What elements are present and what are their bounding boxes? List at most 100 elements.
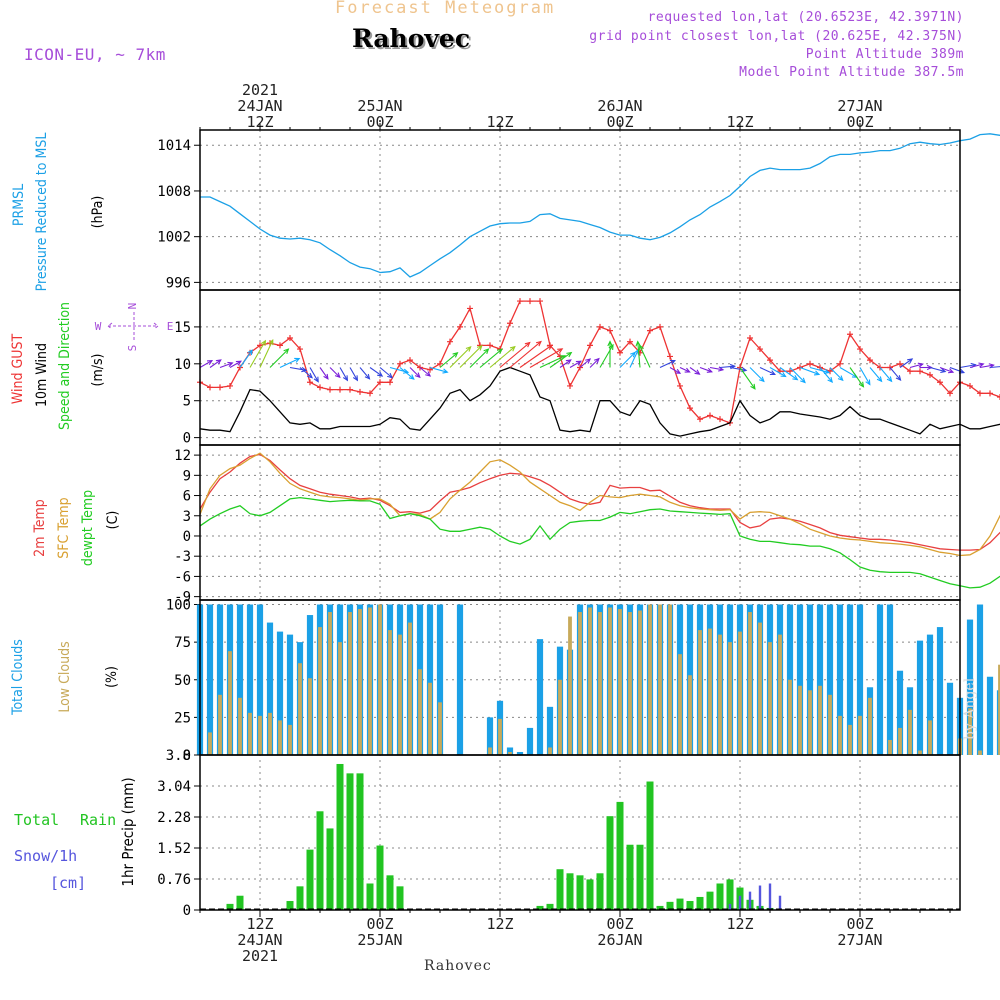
wind-arrow-head — [565, 359, 572, 365]
panel-frames — [199, 129, 961, 911]
low-clouds-label: Low Clouds — [57, 641, 73, 712]
bottom-time-label: 00Z — [606, 915, 633, 933]
gust-marker — [807, 360, 813, 367]
gust-marker — [917, 368, 923, 375]
low-cloud-bar — [308, 678, 312, 755]
bottom-time-label: 12Z — [246, 915, 273, 933]
wind-arrow-shaft — [849, 367, 864, 388]
wind-arrow-head — [535, 340, 542, 347]
low-cloud-bar — [418, 669, 422, 755]
wind-arrow — [529, 348, 564, 368]
y-tick-label: 3.04 — [157, 779, 191, 795]
y-tick-label: 3 — [183, 509, 191, 525]
gust-marker — [627, 338, 633, 345]
gust-marker — [297, 346, 303, 353]
rain-bar — [596, 873, 604, 910]
low-cloud-bar — [378, 604, 382, 755]
total-label: Total — [14, 811, 59, 829]
low-cloud-bar — [918, 750, 922, 755]
wind-arrow — [899, 358, 914, 368]
wind-arrow-head — [352, 375, 359, 382]
wind-arrow — [929, 366, 947, 374]
wind-arrow-shaft — [569, 360, 582, 368]
wind-arrow-head — [607, 340, 613, 347]
total-cloud-bar — [456, 604, 464, 755]
low-cloud-bar — [768, 642, 772, 755]
wind-arrow — [469, 348, 490, 368]
wind-arrow-shaft — [409, 367, 421, 378]
low-cloud-bar — [238, 697, 242, 755]
wind-arrow-shaft — [239, 349, 253, 368]
low-cloud-bar — [928, 720, 932, 755]
gust-marker — [287, 334, 293, 341]
total-cloud-bar — [976, 604, 984, 755]
wind-arrow — [619, 351, 636, 368]
low-cloud-bar — [688, 675, 692, 755]
low-cloud-bar — [658, 604, 662, 755]
y-tick-label: 75 — [174, 635, 191, 651]
bottom-time-label: 00Z — [846, 915, 873, 933]
total-cloud-bar — [436, 604, 444, 755]
wind-arrow — [759, 367, 777, 376]
total-cloud-bar — [486, 717, 494, 755]
rain-bar — [566, 873, 574, 910]
wind-arrow — [459, 344, 483, 368]
temp-dewpt-line — [199, 496, 1000, 589]
wind-arrow-head — [206, 359, 214, 366]
wind-unit: (m/s) — [90, 354, 106, 387]
wind-arrow-head — [827, 377, 833, 383]
low-cloud-bar — [728, 642, 732, 755]
wind-arrow-shaft — [279, 358, 300, 368]
gust-marker — [847, 331, 853, 338]
wind-arrow — [639, 344, 651, 368]
wind-arrow-shaft — [899, 358, 913, 368]
wind-arrow-shaft — [879, 367, 892, 382]
wind-arrow-shaft — [529, 348, 563, 368]
total-cloud-bar — [806, 604, 814, 755]
wind-arrow — [679, 367, 691, 373]
low-cloud-bar — [498, 718, 502, 755]
low-cloud-bar — [388, 630, 392, 755]
gust-marker — [667, 353, 673, 360]
wind-arrow-head — [414, 372, 421, 379]
wind-arrow-shaft — [349, 367, 358, 381]
low-cloud-bar — [508, 751, 512, 755]
wind-arrow-shaft — [549, 352, 572, 368]
wind-arrow — [429, 366, 449, 374]
low-cloud-bar — [598, 612, 602, 755]
rain-bar — [306, 849, 314, 910]
wind-arrow — [829, 367, 844, 382]
wind-arrow — [209, 359, 222, 368]
wind-arrow — [739, 367, 756, 390]
low-cloud-bar — [348, 612, 352, 755]
wind-arrow-head — [706, 367, 713, 373]
model-label: ICON-EU, ~ 7km — [24, 45, 166, 64]
wind-arrow-head — [408, 374, 415, 380]
low-cloud-bar — [618, 609, 622, 755]
wind-arrow-shaft — [449, 346, 472, 368]
y-tick-label: 996 — [166, 275, 191, 291]
gust-marker — [617, 349, 623, 356]
y-tick-label: -9 — [174, 590, 191, 606]
wind-arrow-shaft — [799, 366, 820, 375]
wind-arrow-shaft — [309, 367, 319, 382]
gust-marker — [567, 382, 573, 389]
gust-marker — [367, 390, 373, 397]
gust-marker — [397, 360, 403, 367]
time-gridlines — [259, 130, 861, 910]
low-cloud-bar — [368, 607, 372, 755]
wind-arrow-head — [496, 348, 503, 354]
top-time-label: 27JAN — [837, 97, 882, 115]
wind-arrow-head — [476, 344, 483, 351]
wind-arrow — [779, 367, 799, 381]
wind-arrow — [749, 367, 765, 383]
wind-arrow-shaft — [929, 366, 946, 373]
temp-dewpt-label: dewpt Temp — [80, 490, 96, 566]
gust-marker — [867, 357, 873, 364]
wind-arrow-head — [260, 339, 267, 346]
gust-marker — [277, 342, 283, 349]
wind-arrow-head — [452, 352, 459, 358]
y-tick-label: -6 — [174, 569, 191, 585]
low-cloud-bar — [258, 715, 262, 755]
